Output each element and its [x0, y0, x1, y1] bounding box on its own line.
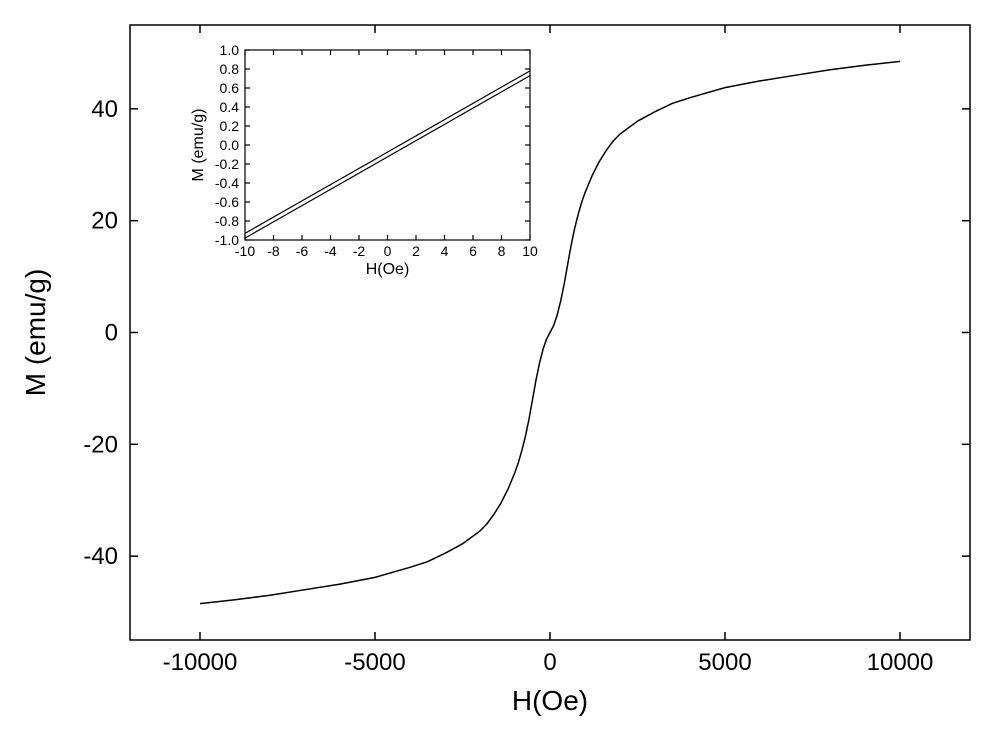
ytick-label: 20 [91, 208, 118, 235]
inset-ytick-label: 0.8 [220, 61, 240, 77]
main-ylabel: M (emu/g) [20, 269, 51, 397]
inset-xtick-label: 0 [384, 243, 392, 259]
inset-ytick-label: -1.0 [215, 232, 239, 248]
inset-xtick-label: -4 [324, 243, 337, 259]
ytick-label: -40 [83, 543, 118, 570]
ytick-label: -20 [83, 431, 118, 458]
xtick-label: -10000 [163, 649, 238, 676]
inset-ytick-label: 0.2 [220, 118, 240, 134]
inset-ytick-label: 0.6 [220, 80, 240, 96]
inset-plot-frame [245, 50, 530, 240]
inset-xtick-label: -2 [353, 243, 366, 259]
inset-xtick-label: 2 [412, 243, 420, 259]
inset-xtick-label: -8 [267, 243, 280, 259]
inset-xtick-label: -6 [296, 243, 309, 259]
inset-ytick-label: -0.4 [215, 175, 239, 191]
inset-ylabel: M (emu/g) [190, 109, 207, 182]
main-xlabel: H(Oe) [512, 685, 588, 716]
xtick-label: 0 [543, 649, 556, 676]
inset-ytick-label: -0.8 [215, 213, 239, 229]
xtick-label: 10000 [867, 649, 934, 676]
inset-xtick-label: 4 [441, 243, 449, 259]
ytick-label: 0 [105, 320, 118, 347]
xtick-label: -5000 [344, 649, 405, 676]
inset-xtick-label: 6 [469, 243, 477, 259]
inset-ytick-label: -0.6 [215, 194, 239, 210]
inset-ytick-label: -0.2 [215, 156, 239, 172]
xtick-label: 5000 [698, 649, 751, 676]
inset-ytick-label: 0.0 [220, 137, 240, 153]
chart-svg: -10000-50000500010000-40-2002040H(Oe)M (… [0, 0, 1000, 739]
chart-root: -10000-50000500010000-40-2002040H(Oe)M (… [0, 0, 1000, 739]
inset-xtick-label: 10 [522, 243, 538, 259]
inset-xtick-label: 8 [498, 243, 506, 259]
ytick-label: 40 [91, 96, 118, 123]
inset-xlabel: H(Oe) [366, 261, 410, 278]
inset-ytick-label: 1.0 [220, 42, 240, 58]
inset-ytick-label: 0.4 [220, 99, 240, 115]
